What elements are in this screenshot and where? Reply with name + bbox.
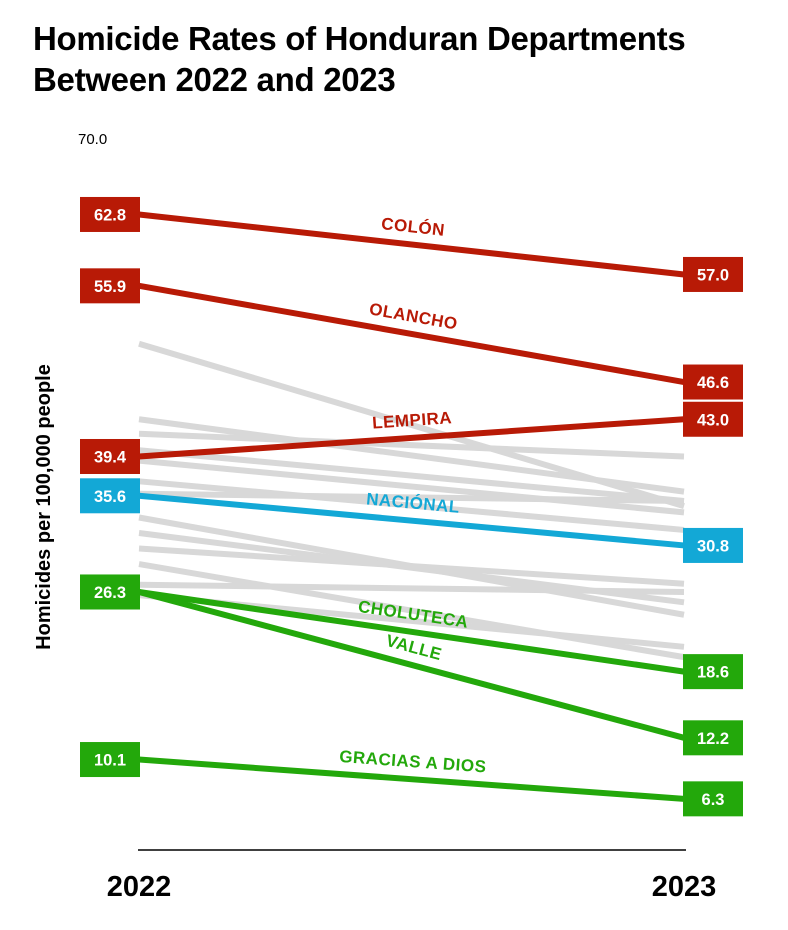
background-series-line-4	[138, 447, 685, 504]
background-series-line-6	[138, 478, 685, 533]
value-label-nacional-2022: 35.6	[80, 478, 140, 514]
series-name-nacional: NACIÓNAL	[365, 489, 460, 516]
value-box-colon-2023	[683, 256, 743, 292]
value-label-lempira-2023: 43.0	[683, 401, 743, 437]
highlighted-series-group	[138, 211, 685, 802]
background-series-line-7	[138, 490, 685, 504]
value-box-lempira-2022	[80, 438, 140, 474]
series-line-olancho	[138, 282, 685, 385]
value-text-nacional-2022: 35.6	[94, 488, 126, 506]
series-line-gracias-a-dios	[138, 756, 685, 802]
value-label-colon-2022: 62.8	[80, 196, 140, 232]
value-label-choluteca-2023: 18.6	[683, 654, 743, 690]
value-label-valle-2022: 26.3	[80, 574, 140, 610]
value-label-colon-2023: 57.0	[683, 256, 743, 292]
value-box-valle-2023	[683, 720, 743, 756]
value-label-nacional-2023: 30.8	[683, 527, 743, 563]
series-line-lempira	[138, 416, 685, 460]
value-text-colon-2023: 57.0	[697, 266, 729, 284]
value-text-gracias-a-dios-2023: 6.3	[702, 791, 725, 809]
value-label-lempira-2022: 39.4	[80, 438, 140, 474]
value-box-choluteca-2023	[683, 654, 743, 690]
background-series-line-11	[138, 581, 685, 595]
value-label-gracias-a-dios-2023: 6.3	[683, 781, 743, 817]
value-text-nacional-2023: 30.8	[697, 537, 729, 555]
value-label-valle-2023: 12.2	[683, 720, 743, 756]
value-label-olancho-2022: 55.9	[80, 268, 140, 304]
background-series-group	[138, 340, 685, 661]
value-text-lempira-2022: 39.4	[94, 448, 127, 466]
value-box-gracias-a-dios-2023	[683, 781, 743, 817]
value-text-olancho-2023: 46.6	[697, 374, 729, 392]
x-tick-label-2022: 2022	[107, 871, 172, 903]
value-text-choluteca-2023: 18.6	[697, 664, 729, 682]
value-box-olancho-2023	[683, 364, 743, 400]
value-box-colon-2022	[80, 196, 140, 232]
y-top-tick-label: 70.0	[78, 131, 107, 148]
series-line-valle	[138, 589, 685, 741]
value-box-gracias-a-dios-2022	[80, 742, 140, 778]
value-label-gracias-a-dios-2022: 10.1	[80, 742, 140, 778]
background-series-line-3	[138, 430, 685, 460]
series-name-colon: COLÓN	[380, 214, 446, 240]
background-series-line-2	[138, 416, 685, 495]
value-box-valle-2022	[80, 574, 140, 610]
background-series-line-13	[138, 561, 685, 661]
value-box-olancho-2022	[80, 268, 140, 304]
value-text-gracias-a-dios-2022: 10.1	[94, 752, 126, 770]
x-tick-label-2023: 2023	[652, 871, 717, 903]
series-line-choluteca	[138, 589, 685, 675]
value-text-colon-2022: 62.8	[94, 206, 126, 224]
value-text-valle-2023: 12.2	[697, 730, 729, 748]
value-text-olancho-2022: 55.9	[94, 278, 126, 296]
value-box-lempira-2023	[683, 401, 743, 437]
series-name-lempira: LEMPIRA	[372, 408, 453, 432]
chart-title: Homicide Rates of Honduran Departments B…	[33, 20, 686, 98]
value-box-nacional-2023	[683, 527, 743, 563]
series-name-gracias-a-dios: GRACIAS A DIOS	[339, 747, 487, 777]
series-line-colon	[138, 211, 685, 278]
series-line-nacional	[138, 492, 685, 549]
value-label-olancho-2023: 46.6	[683, 364, 743, 400]
background-series-line-10	[138, 545, 685, 587]
value-text-valle-2022: 26.3	[94, 584, 126, 602]
background-series-line-5	[138, 457, 685, 516]
value-text-lempira-2023: 43.0	[697, 411, 729, 429]
y-axis-title: Homicides per 100,000 people	[33, 364, 55, 650]
value-box-nacional-2022	[80, 478, 140, 514]
value-label-group: 62.8 57.0 55.9 46.6 39.4 43.0 35.6 30.8 26.3 18.6…	[80, 196, 743, 817]
